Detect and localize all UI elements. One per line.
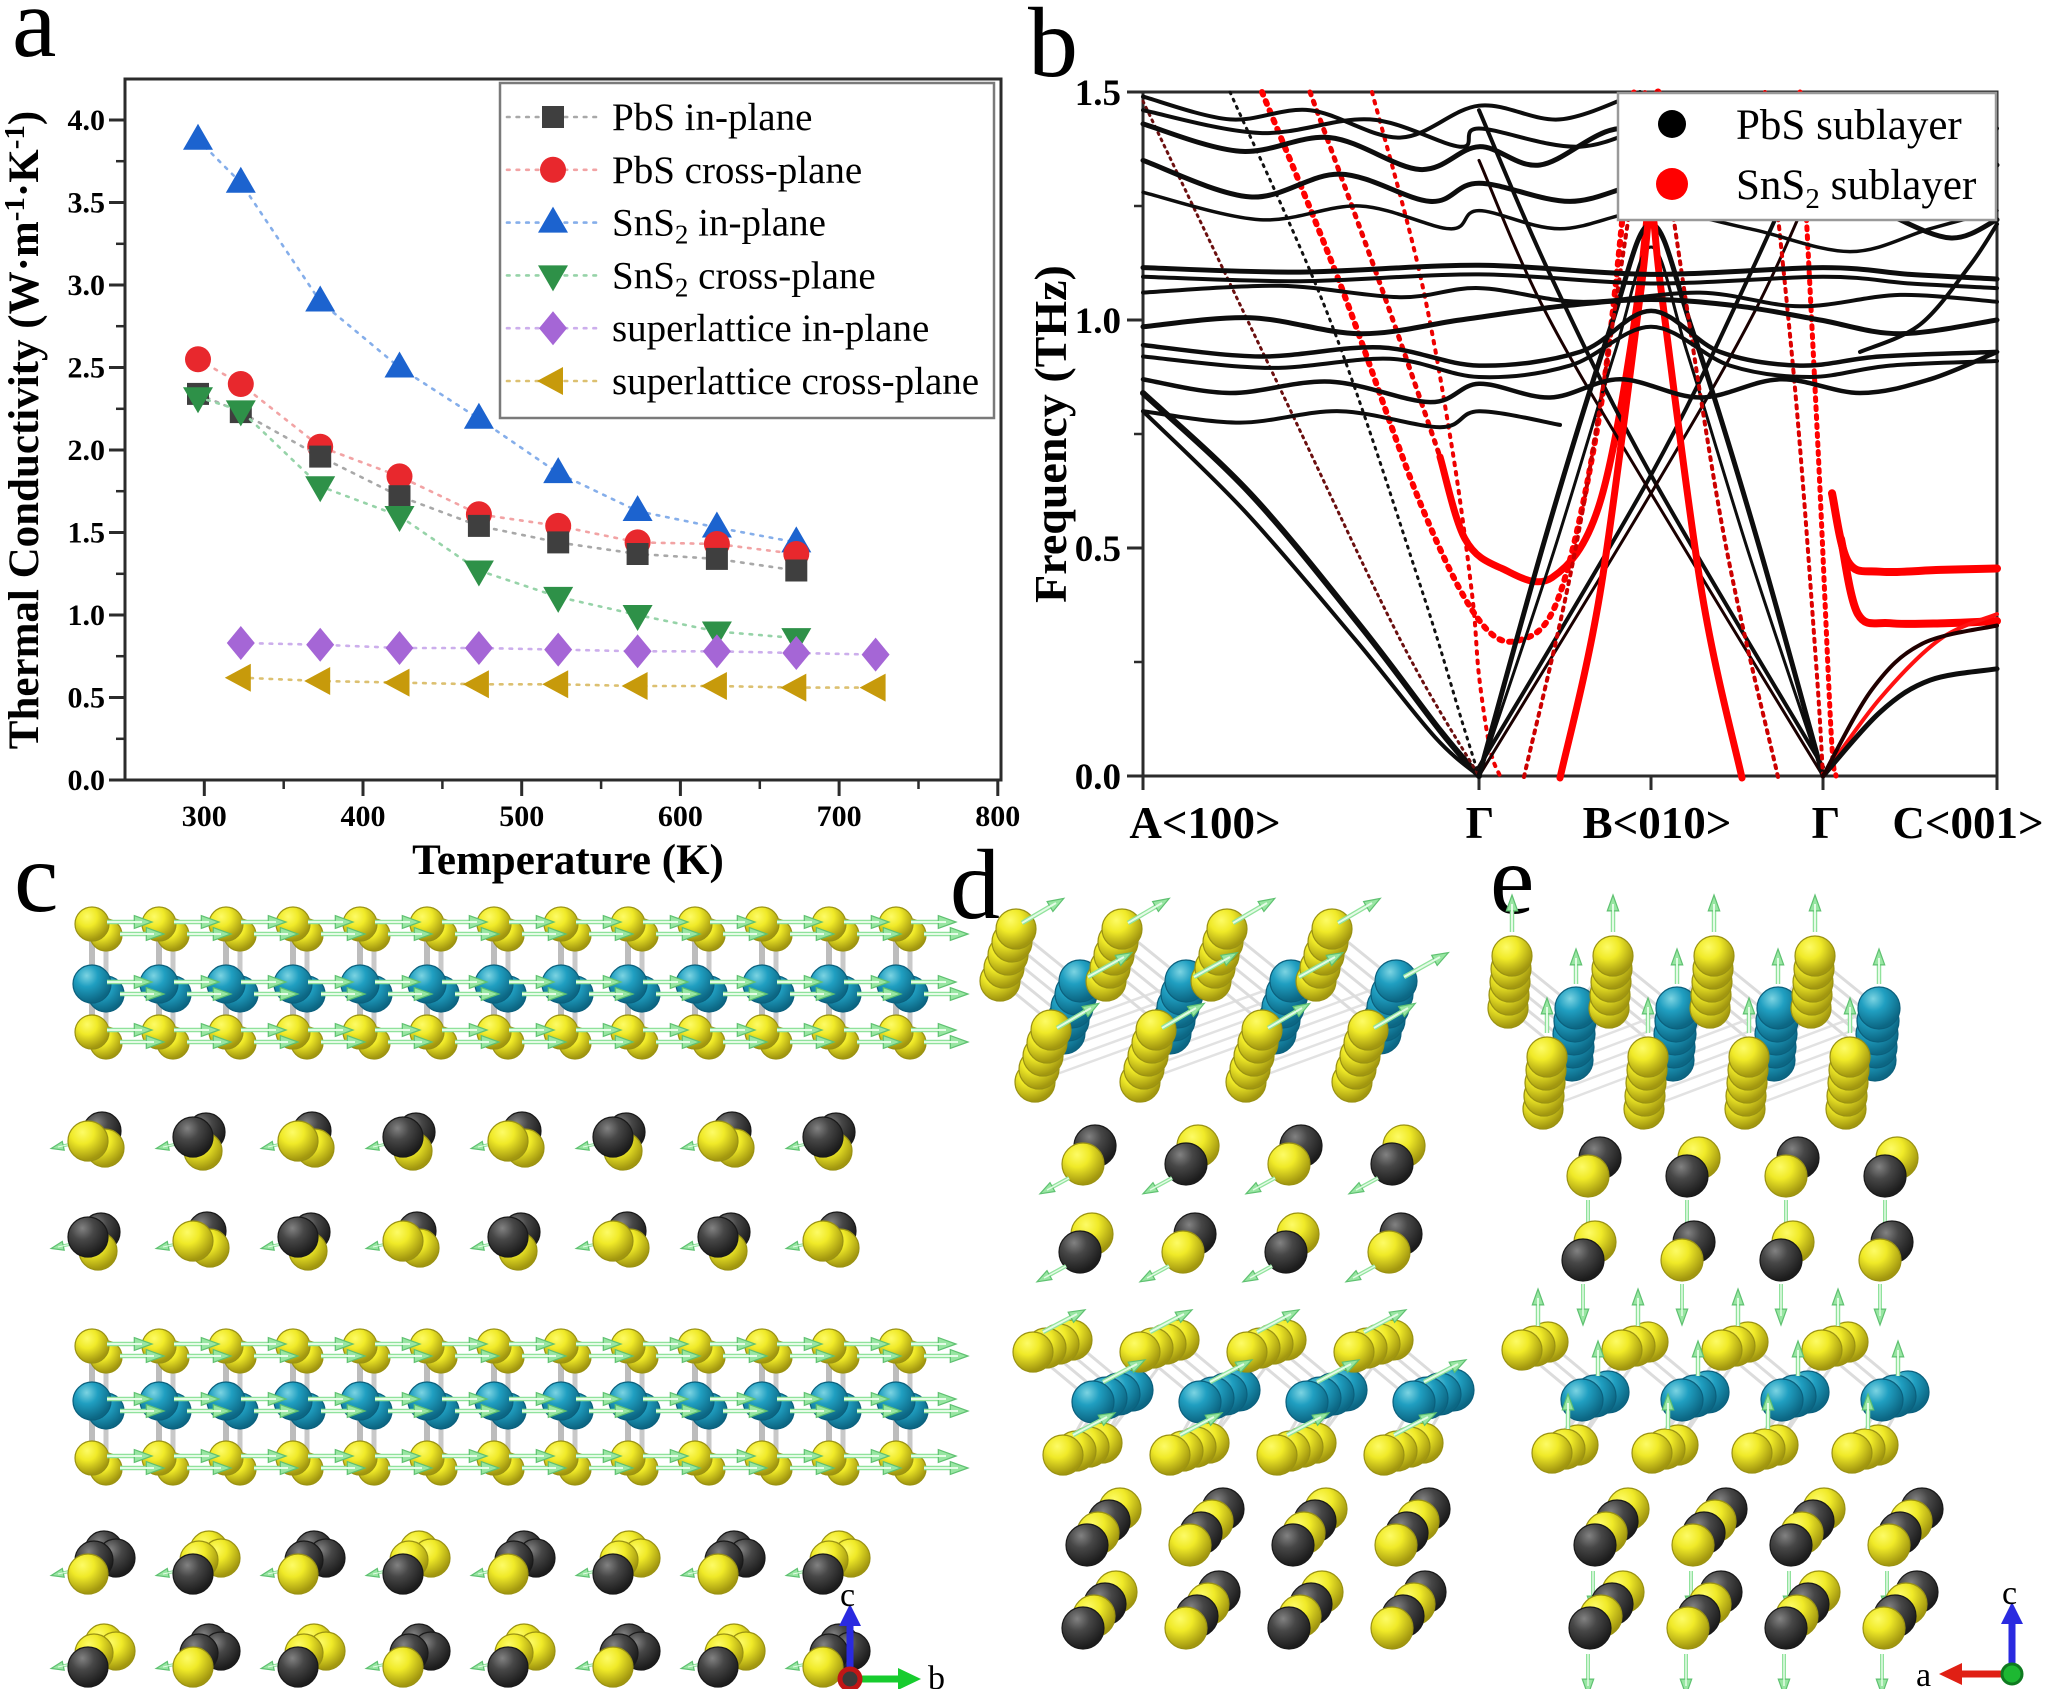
svg-text:a: a — [12, 0, 56, 78]
svg-text:PbS cross-plane: PbS cross-plane — [612, 149, 862, 192]
svg-text:1.5: 1.5 — [1075, 73, 1121, 114]
svg-text:B<010>: B<010> — [1583, 798, 1732, 848]
svg-text:0.0: 0.0 — [1075, 757, 1121, 798]
svg-text:c: c — [840, 1577, 855, 1614]
svg-text:1.0: 1.0 — [1075, 301, 1121, 342]
svg-text:1.0: 1.0 — [68, 599, 106, 632]
svg-text:PbS in-plane: PbS in-plane — [612, 96, 812, 139]
svg-text:Γ: Γ — [1466, 798, 1495, 848]
svg-text:C<001>: C<001> — [1892, 798, 2043, 848]
svg-text:0.0: 0.0 — [68, 764, 106, 797]
svg-text:superlattice in-plane: superlattice in-plane — [612, 307, 929, 350]
svg-text:0.5: 0.5 — [68, 682, 106, 715]
svg-text:superlattice cross-plane: superlattice cross-plane — [612, 360, 979, 403]
svg-text:2.5: 2.5 — [68, 352, 106, 385]
svg-text:Temperature (K): Temperature (K) — [412, 837, 724, 884]
svg-text:d: d — [950, 829, 1000, 940]
svg-text:c: c — [2002, 1575, 2017, 1612]
svg-text:c: c — [14, 822, 58, 933]
svg-text:a: a — [1916, 1657, 1931, 1689]
svg-text:4.0: 4.0 — [68, 104, 106, 137]
svg-text:SnS2 cross-plane: SnS2 cross-plane — [612, 254, 876, 302]
svg-text:3.0: 3.0 — [68, 269, 106, 302]
svg-text:400: 400 — [341, 800, 386, 833]
svg-text:0.5: 0.5 — [1075, 529, 1121, 570]
svg-text:b: b — [1028, 0, 1078, 98]
svg-text:PbS sublayer: PbS sublayer — [1736, 102, 1962, 149]
svg-text:SnS2 sublayer: SnS2 sublayer — [1736, 162, 1976, 215]
svg-text:700: 700 — [817, 800, 862, 833]
svg-text:500: 500 — [499, 800, 544, 833]
svg-text:800: 800 — [975, 800, 1020, 833]
svg-text:600: 600 — [658, 800, 703, 833]
svg-text:3.5: 3.5 — [68, 187, 106, 220]
svg-text:Γ: Γ — [1812, 798, 1841, 848]
svg-text:A<100>: A<100> — [1129, 798, 1280, 848]
svg-text:b: b — [928, 1660, 945, 1689]
svg-text:SnS2 in-plane: SnS2 in-plane — [612, 202, 826, 250]
svg-text:300: 300 — [182, 800, 227, 833]
svg-text:2.0: 2.0 — [68, 434, 106, 467]
svg-text:Frequency (THz): Frequency (THz) — [1025, 265, 1076, 603]
svg-text:1.5: 1.5 — [68, 517, 106, 550]
svg-text:Thermal Conductivity (W·m-1·K-: Thermal Conductivity (W·m-1·K-1) — [0, 111, 48, 749]
